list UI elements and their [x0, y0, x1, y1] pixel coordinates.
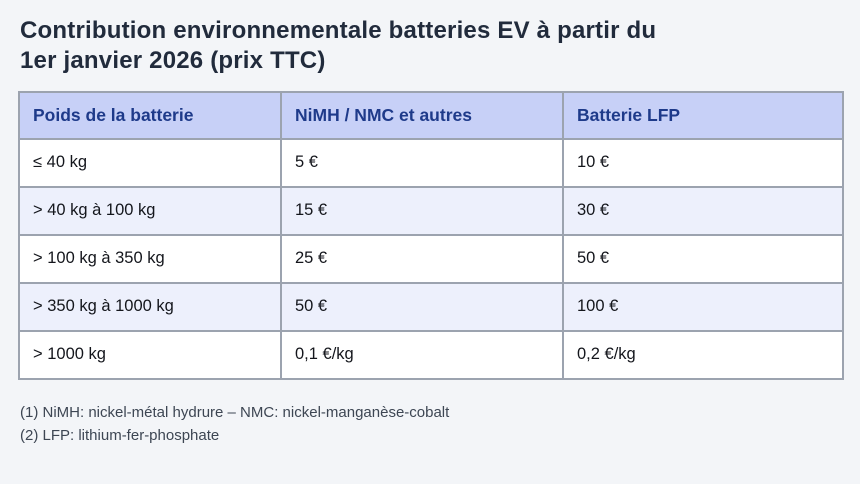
page: Contribution environnementale batteries … [18, 16, 844, 448]
table-row: > 350 kg à 1000 kg 50 € 100 € [18, 281, 844, 332]
cell-price-nimh: 50 € [280, 281, 564, 332]
table-row: > 1000 kg 0,1 €/kg 0,2 €/kg [18, 329, 844, 380]
cell-weight: > 100 kg à 350 kg [18, 233, 282, 284]
table-row: > 100 kg à 350 kg 25 € 50 € [18, 233, 844, 284]
pricing-table: Poids de la batterie NiMH / NMC et autre… [18, 90, 844, 380]
column-header-lfp: Batterie LFP [562, 90, 844, 140]
page-title-line-1: Contribution environnementale batteries … [20, 17, 657, 44]
column-header-nimh-nmc: NiMH / NMC et autres [280, 90, 564, 140]
cell-weight: > 1000 kg [18, 329, 282, 380]
cell-price-lfp: 50 € [562, 233, 844, 284]
cell-weight: > 350 kg à 1000 kg [18, 281, 282, 332]
table-header-row: Poids de la batterie NiMH / NMC et autre… [18, 90, 844, 140]
page-title: Contribution environnementale batteries … [20, 16, 840, 77]
cell-price-lfp: 10 € [562, 137, 844, 188]
footnote-1: (1) NiMH: nickel-métal hydrure – NMC: ni… [20, 403, 450, 421]
cell-price-lfp: 0,2 €/kg [562, 329, 844, 380]
cell-price-nimh: 5 € [280, 137, 564, 188]
column-header-poids: Poids de la batterie [18, 90, 282, 140]
cell-price-lfp: 100 € [562, 281, 844, 332]
cell-price-nimh: 0,1 €/kg [280, 329, 564, 380]
page-title-line-2: 1er janvier 2026 (prix TTC) [20, 47, 326, 75]
footnotes: (1) NiMH: nickel-métal hydrure – NMC: ni… [20, 401, 840, 448]
table-row: > 40 kg à 100 kg 15 € 30 € [18, 185, 844, 236]
cell-price-lfp: 30 € [562, 185, 844, 236]
cell-price-nimh: 25 € [280, 233, 564, 284]
table-row: ≤ 40 kg 5 € 10 € [18, 137, 844, 188]
cell-weight: ≤ 40 kg [18, 137, 282, 188]
cell-weight: > 40 kg à 100 kg [18, 185, 282, 236]
cell-price-nimh: 15 € [280, 185, 564, 236]
footnote-2: (2) LFP: lithium-fer-phosphate [20, 427, 220, 445]
